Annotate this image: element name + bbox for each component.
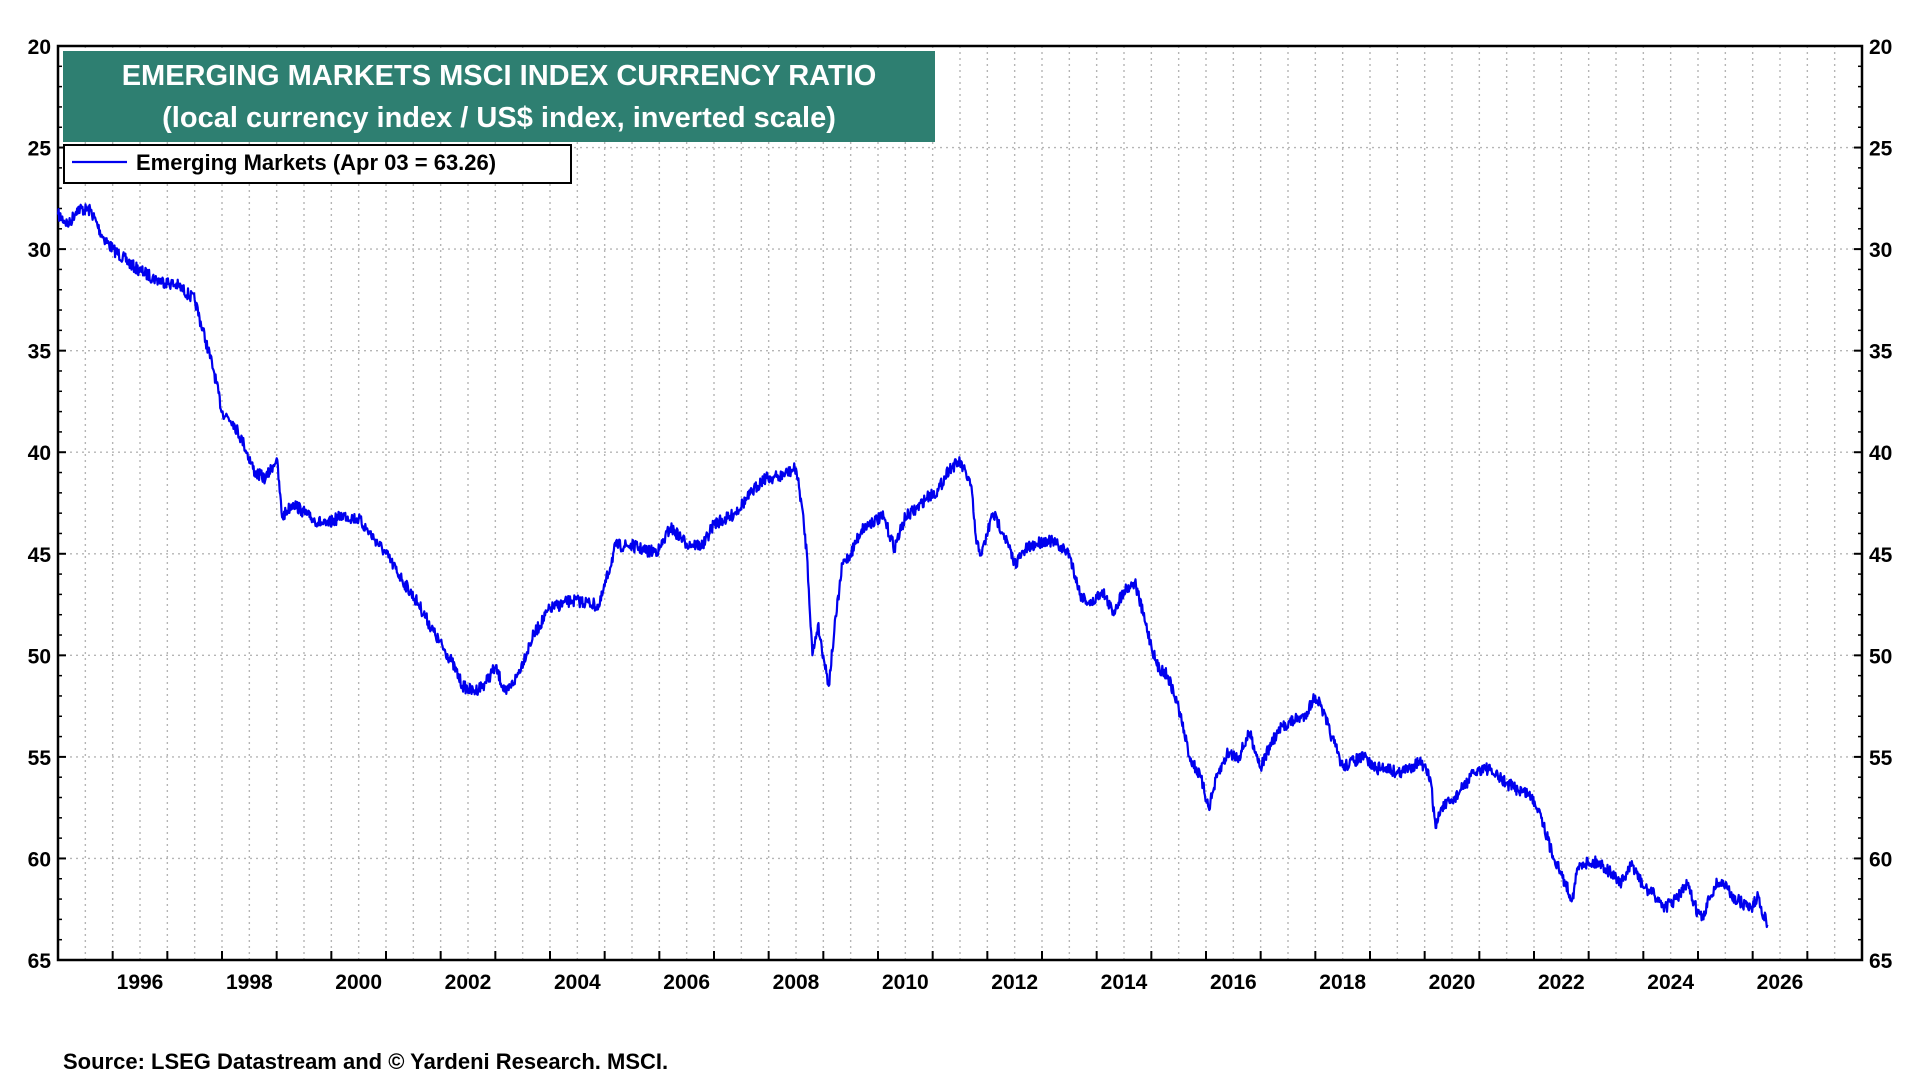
y-tick-label-left: 40 bbox=[28, 442, 51, 465]
plot-frame bbox=[56, 44, 1864, 962]
x-tick-label: 2004 bbox=[554, 971, 601, 994]
y-tick-label-left: 30 bbox=[28, 239, 51, 262]
x-tick-label: 2002 bbox=[445, 971, 492, 994]
y-tick-label-right: 55 bbox=[1869, 747, 1893, 770]
y-tick-label-right: 60 bbox=[1869, 848, 1892, 871]
y-tick-label-left: 65 bbox=[28, 950, 52, 973]
x-tick-label: 2020 bbox=[1429, 971, 1476, 994]
legend-label: Emerging Markets (Apr 03 = 63.26) bbox=[136, 150, 496, 175]
y-tick-label-right: 25 bbox=[1869, 138, 1893, 161]
series-line-emerging-markets bbox=[56, 203, 1769, 929]
y-tick-label-left: 35 bbox=[28, 341, 52, 364]
x-tick-label: 2026 bbox=[1757, 971, 1804, 994]
y-tick-label-left: 20 bbox=[28, 36, 51, 59]
y-tick-label-right: 20 bbox=[1869, 36, 1892, 59]
x-tick-label: 1998 bbox=[226, 971, 273, 994]
x-tick-label: 2010 bbox=[882, 971, 929, 994]
y-tick-label-right: 40 bbox=[1869, 442, 1892, 465]
y-tick-label-left: 50 bbox=[28, 645, 51, 668]
x-tick-label: 2012 bbox=[991, 971, 1038, 994]
title-box: EMERGING MARKETS MSCI INDEX CURRENCY RAT… bbox=[63, 51, 935, 142]
y-tick-label-right: 30 bbox=[1869, 239, 1892, 262]
y-tick-label-right: 45 bbox=[1869, 544, 1893, 567]
x-tick-label: 2016 bbox=[1210, 971, 1257, 994]
x-tick-label: 2014 bbox=[1101, 971, 1148, 994]
x-tick-label: 2018 bbox=[1319, 971, 1366, 994]
y-tick-label-left: 55 bbox=[28, 747, 52, 770]
x-tick-label: 2000 bbox=[335, 971, 382, 994]
y-tick-label-left: 60 bbox=[28, 848, 51, 871]
y-tick-label-left: 25 bbox=[28, 138, 52, 161]
x-tick-label: 2022 bbox=[1538, 971, 1585, 994]
x-tick-label: 2006 bbox=[663, 971, 710, 994]
y-tick-label-left: 45 bbox=[28, 544, 52, 567]
y-axis-right-labels: 20 25 30 35 40 45 50 55 60 65 bbox=[1869, 36, 1893, 973]
x-axis-labels: 1996 1998 2000 2002 2004 2006 2008 2010 2012 2014… bbox=[117, 971, 1804, 994]
chart-title: EMERGING MARKETS MSCI INDEX CURRENCY RAT… bbox=[122, 60, 877, 92]
y-tick-label-right: 65 bbox=[1869, 950, 1893, 973]
axis-ticks bbox=[58, 45, 1862, 961]
source-note: Source: LSEG Datastream and © Yardeni Re… bbox=[63, 1049, 668, 1074]
y-axis-left-labels: 20 25 30 35 40 45 50 55 60 65 bbox=[28, 36, 52, 973]
y-tick-label-right: 35 bbox=[1869, 341, 1893, 364]
x-tick-label: 2008 bbox=[773, 971, 820, 994]
y-tick-label-right: 50 bbox=[1869, 645, 1892, 668]
x-tick-label: 1996 bbox=[117, 971, 164, 994]
x-tick-label: 2024 bbox=[1647, 971, 1694, 994]
chart-subtitle: (local currency index / US$ index, inver… bbox=[162, 102, 836, 134]
legend: Emerging Markets (Apr 03 = 63.26) bbox=[63, 144, 572, 184]
